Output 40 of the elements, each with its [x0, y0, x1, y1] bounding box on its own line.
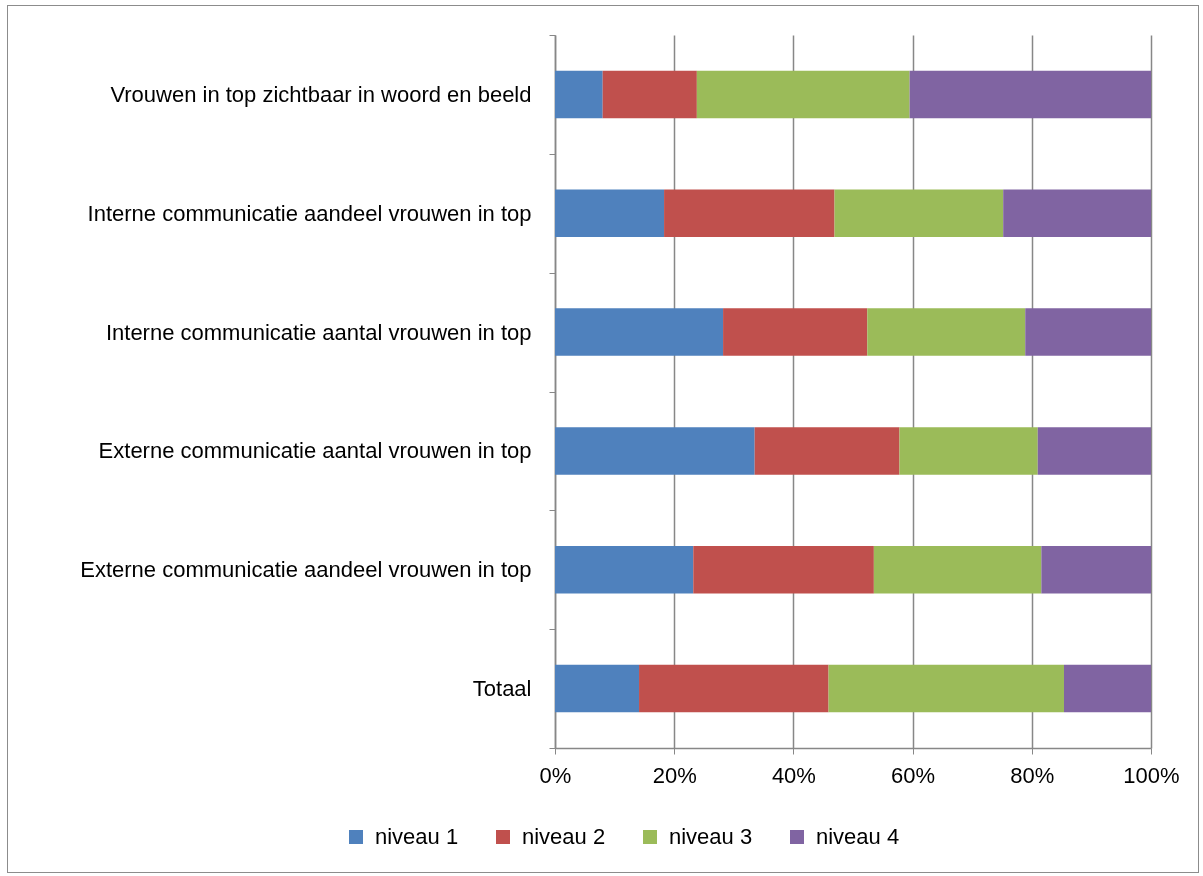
legend-label: niveau 3 [669, 824, 753, 849]
bar [723, 308, 868, 356]
bar [1041, 545, 1151, 594]
bar [555, 308, 724, 356]
bar [693, 545, 874, 594]
x-tick-label: 80% [1010, 762, 1055, 788]
bar [899, 427, 1038, 475]
x-tick-label: 0% [539, 762, 572, 788]
bar [696, 70, 910, 119]
y-tick-label: Totaal [472, 676, 532, 702]
bar [754, 427, 900, 475]
bar [1003, 189, 1151, 238]
bar [555, 545, 694, 594]
y-tick-label: Interne communicatie aantal vrouwen in top [105, 319, 532, 345]
legend-label: niveau 4 [816, 824, 900, 849]
y-tick-label: Externe communicatie aandeel vrouwen in top [80, 557, 532, 583]
legend-label: niveau 1 [375, 824, 459, 849]
bar [602, 70, 697, 119]
x-tick-label: 40% [771, 762, 816, 788]
x-tick-label: 60% [891, 762, 936, 788]
y-tick-label: Vrouwen in top zichtbaar in woord en beeld [110, 81, 532, 107]
x-tick-label: 100% [1123, 762, 1180, 788]
bar [834, 189, 1004, 238]
bar [1025, 308, 1151, 356]
legend-label: niveau 2 [522, 824, 606, 849]
y-tick-label: Interne communicatie aandeel vrouwen in top [87, 200, 532, 226]
bar [555, 70, 603, 119]
bar [873, 545, 1042, 594]
bar [555, 189, 665, 238]
bar [1063, 664, 1151, 713]
bar [555, 664, 640, 713]
bar [867, 308, 1026, 356]
bar [1037, 427, 1151, 475]
x-tick-label: 20% [652, 762, 697, 788]
bar [555, 427, 755, 475]
y-tick-label: Externe communicatie aantal vrouwen in top [98, 438, 532, 464]
bar [639, 664, 829, 713]
bar [828, 664, 1064, 713]
bar [909, 70, 1151, 119]
bar [664, 189, 835, 238]
